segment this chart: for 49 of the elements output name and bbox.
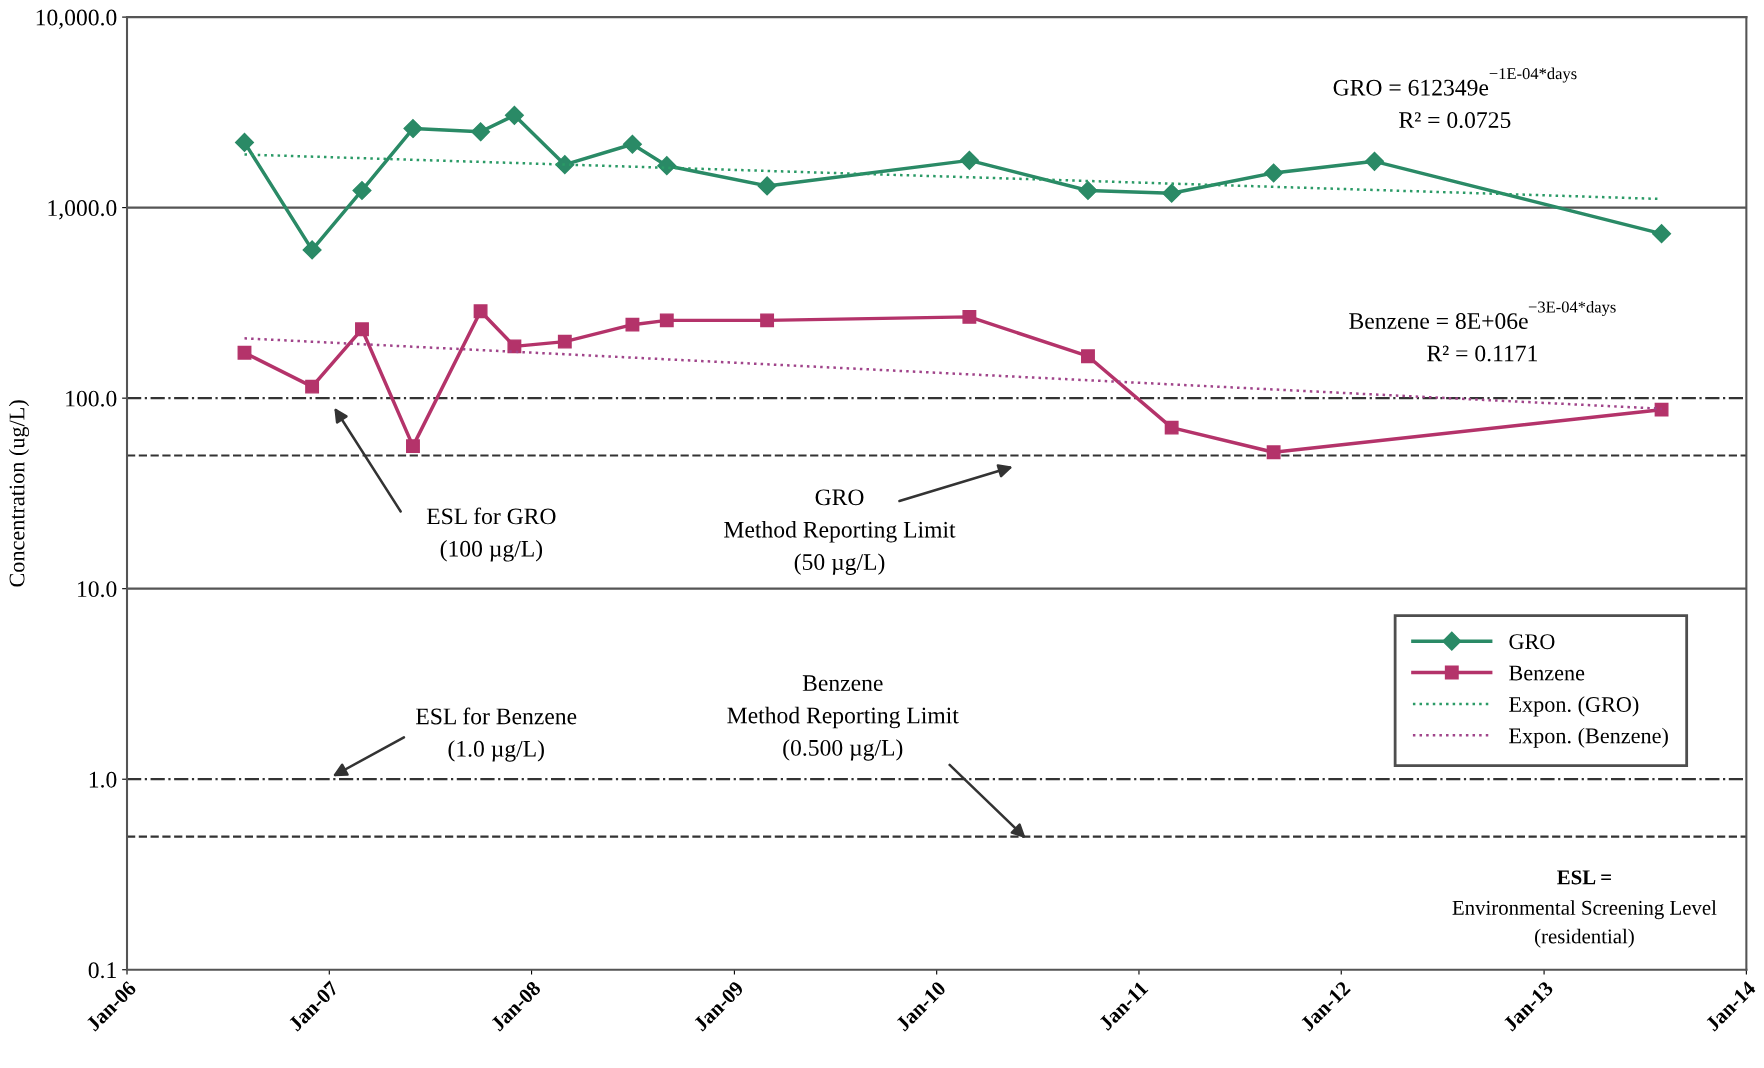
point — [659, 313, 674, 328]
point — [760, 313, 775, 328]
point — [1078, 180, 1098, 201]
point — [1364, 151, 1385, 171]
point — [962, 309, 977, 324]
point — [1162, 183, 1182, 203]
point — [237, 345, 252, 360]
point — [1652, 224, 1672, 244]
point — [504, 105, 524, 125]
annotation: Environmental Screening Level (residential) — [1452, 900, 1717, 948]
legend-label: Benzene — [1509, 665, 1585, 681]
point — [1266, 445, 1281, 460]
point — [1164, 420, 1179, 435]
point — [1264, 163, 1284, 183]
point — [507, 339, 522, 354]
legend-label: GRO — [1509, 634, 1555, 650]
point — [305, 379, 320, 394]
text: GRO = 612349e−1E-04*days R² = 0.0725 — [1333, 67, 1577, 129]
point — [403, 119, 423, 139]
annotation: ESL for Benzene (1.0 µg/L) — [416, 707, 577, 762]
point — [473, 304, 488, 319]
y-axis-title: Concentration (ug/L) — [8, 400, 30, 587]
y-tick-label: 10,000.0 — [36, 9, 117, 29]
point — [355, 322, 369, 337]
annotation: GRO Method Reporting Limit (50 µg/L) — [724, 489, 956, 575]
point — [657, 156, 677, 176]
y-tick-label: 10.0 — [78, 581, 117, 598]
point — [1081, 349, 1095, 364]
point — [959, 150, 979, 170]
point — [471, 122, 491, 142]
point — [622, 134, 642, 154]
annotation: ESL for GRO (100 µg/L) — [426, 507, 556, 562]
legend-label: Expon. (Benzene) — [1509, 727, 1668, 748]
annotation: Benzene Method Reporting Limit (0.500 µg/L) — [727, 675, 959, 761]
y-tick-label: 0.1 — [88, 962, 116, 979]
y-tick-label: 1.0 — [89, 771, 117, 788]
point — [557, 334, 572, 349]
point — [234, 132, 255, 152]
text: Benzene = 8E+06e−3E-04*days R² = 0.1171 — [1349, 300, 1616, 362]
point — [302, 240, 322, 260]
legend-label: Expon. (GRO) — [1509, 696, 1639, 717]
annotation: ESL = — [1557, 870, 1611, 885]
point — [625, 317, 640, 332]
point — [757, 176, 777, 196]
point — [352, 180, 372, 201]
point — [1654, 402, 1669, 417]
y-tick-label: 1,000.0 — [48, 200, 117, 220]
point — [406, 439, 420, 454]
y-tick-label: 100.0 — [66, 390, 117, 407]
